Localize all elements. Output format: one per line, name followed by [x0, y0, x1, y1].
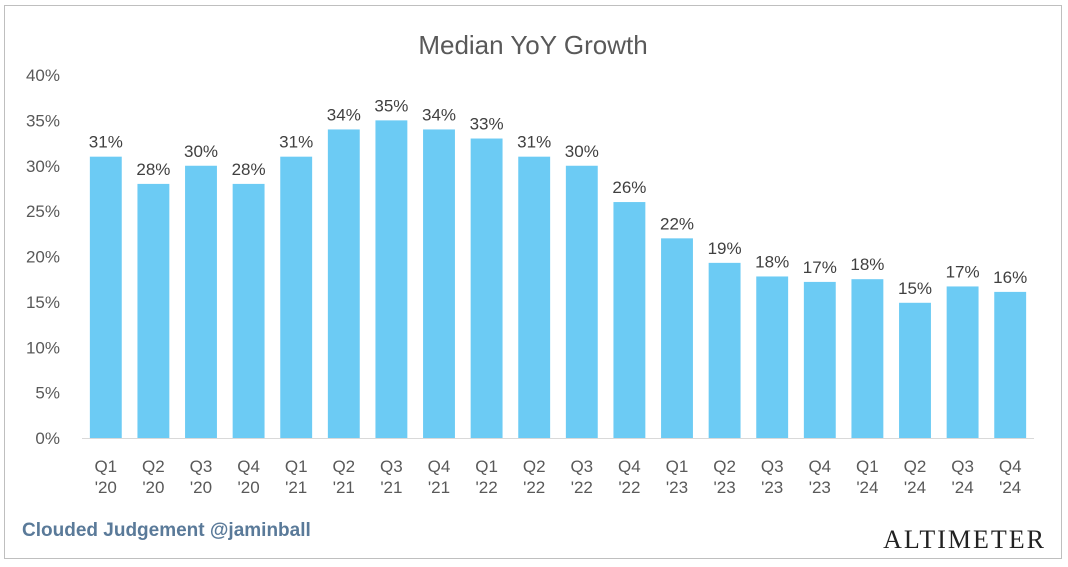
y-tick-label: 40% [26, 66, 60, 85]
x-tick-label: Q1'20 [94, 457, 117, 497]
bar [470, 138, 503, 438]
data-label: 18% [755, 252, 789, 271]
data-label: 18% [850, 255, 884, 274]
data-label: 31% [517, 133, 551, 152]
data-label: 28% [232, 160, 266, 179]
bar [661, 238, 693, 438]
y-tick-label: 10% [26, 338, 60, 357]
brand-logo: ALTIMETER [883, 525, 1046, 554]
bar [423, 129, 455, 438]
source-credit: Clouded Judgement @jaminball [22, 520, 311, 541]
y-tick-label: 30% [26, 157, 60, 176]
x-tick-label: Q2'20 [142, 457, 165, 497]
bar [375, 120, 408, 438]
y-axis: 0% 5% 10% 15% 20% 25% 30% 35% 40% [26, 66, 60, 448]
bar-chart: Median YoY Growth 0% 5% 10% 15% 20% 25% 30% 35%… [26, 30, 1034, 497]
data-label: 26% [612, 178, 646, 197]
y-tick-label: 20% [26, 248, 60, 267]
bar [327, 129, 360, 438]
bar [518, 156, 551, 439]
x-tick-label: Q3'20 [190, 457, 213, 497]
bar [756, 276, 789, 438]
bar [946, 286, 979, 438]
x-tick-label: Q1'22 [475, 457, 498, 497]
x-tick-label: Q1'24 [856, 457, 879, 497]
data-label: 30% [565, 142, 599, 161]
x-tick-label: Q2'23 [713, 457, 736, 497]
data-label: 16% [993, 268, 1027, 287]
y-tick-label: 25% [26, 202, 60, 221]
data-label: 28% [136, 160, 170, 179]
data-label: 17% [946, 262, 980, 281]
bar [613, 202, 646, 438]
x-tick-label: Q2'21 [332, 457, 355, 497]
y-tick-label: 5% [35, 384, 60, 403]
y-tick-label: 35% [26, 111, 60, 130]
data-label: 33% [470, 115, 504, 134]
bar [803, 281, 836, 438]
data-label: 35% [374, 96, 408, 115]
x-tick-label: Q1'21 [285, 457, 308, 497]
x-tick-label: Q4'22 [618, 457, 641, 497]
bar [185, 165, 217, 438]
data-label: 34% [422, 105, 456, 124]
x-tick-label: Q3'24 [951, 457, 974, 497]
bar [137, 183, 170, 438]
chart-title: Median YoY Growth [418, 30, 647, 60]
x-tick-label: Q3'22 [570, 457, 593, 497]
y-tick-label: 0% [35, 429, 60, 448]
x-tick-label: Q3'23 [761, 457, 784, 497]
x-tick-label: Q3'21 [380, 457, 403, 497]
x-axis: Q1'20 Q2'20 Q3'20 Q4'20 Q1'21 Q2'21 Q3'21 Q4'21… [82, 438, 1034, 497]
bar [708, 262, 741, 438]
data-label: 30% [184, 142, 218, 161]
data-label: 19% [708, 239, 742, 258]
data-label: 22% [660, 214, 694, 233]
x-tick-label: Q1'23 [666, 457, 689, 497]
data-label: 17% [803, 258, 837, 277]
x-tick-label: Q2'22 [523, 457, 546, 497]
bar [232, 183, 265, 438]
x-tick-label: Q4'20 [237, 457, 260, 497]
data-label: 31% [279, 133, 313, 152]
bar-series: 31% 28% 30% 28% 31% 34% 35% 34% 33% 31% 30% 26% 22% 1… [89, 96, 1027, 439]
data-label: 15% [898, 279, 932, 298]
data-label: 31% [89, 133, 123, 152]
bar [994, 291, 1027, 438]
bar [280, 156, 313, 439]
y-tick-label: 15% [26, 293, 60, 312]
bar [899, 302, 931, 438]
data-label: 34% [327, 105, 361, 124]
bar [565, 165, 598, 438]
x-tick-label: Q4'21 [428, 457, 451, 497]
x-tick-label: Q4'24 [999, 457, 1022, 497]
bar [851, 279, 884, 438]
bar [89, 156, 122, 439]
x-tick-label: Q4'23 [808, 457, 831, 497]
x-tick-label: Q2'24 [904, 457, 927, 497]
